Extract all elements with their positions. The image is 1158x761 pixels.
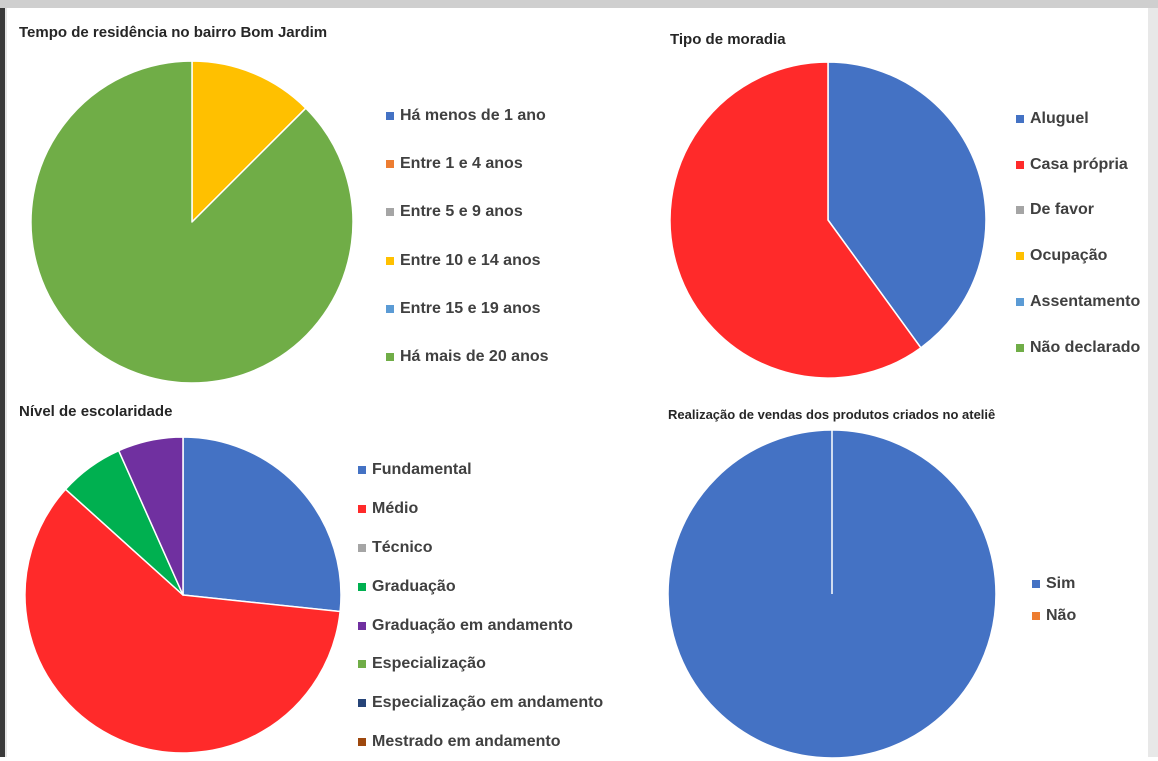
legend-education: Fundamental Médio Técnico Graduação Graduaçã… (358, 451, 603, 761)
pie-slice-medio (24, 488, 341, 754)
legend-item: Sim (1032, 568, 1076, 600)
legend-item: Entre 1 e 4 anos (386, 140, 549, 188)
legend-swatch (1016, 298, 1024, 307)
legend-swatch (358, 505, 366, 514)
legend-swatch (386, 208, 394, 217)
legend-residence-time: Há menos de 1 ano Entre 1 e 4 anos Entre 5… (386, 92, 549, 381)
legend-label: Entre 10 e 14 anos (400, 251, 541, 269)
pie-slice-graduacao-em-andamento (117, 436, 184, 596)
legend-label: Há menos de 1 ano (400, 107, 546, 125)
window-top-border (0, 0, 1158, 8)
legend-swatch (358, 660, 366, 669)
legend-swatch (358, 737, 366, 746)
legend-swatch (1016, 114, 1024, 123)
pie-slice-ha-mais-de-20-anos (30, 60, 354, 384)
legend-item: Especialização (358, 645, 603, 684)
legend-label: Especialização (372, 655, 486, 673)
chart-title-residence-time: Tempo de residência no bairro Bom Jardim (19, 24, 328, 41)
chart-title-sales: Realização de vendas dos produtos criado… (668, 407, 996, 422)
legend-label: Especialização em andamento (372, 694, 604, 712)
legend-item: De favor (1016, 188, 1140, 234)
legend-swatch (386, 112, 394, 121)
legend-label: Casa própria (1030, 155, 1128, 173)
window-right-border (1148, 8, 1158, 757)
legend-swatch (1032, 612, 1040, 620)
pie-slice-fundamental (182, 436, 342, 613)
legend-label: Assentamento (1030, 293, 1141, 311)
legend-label: Não declarado (1030, 338, 1141, 356)
legend-label: Sim (1046, 575, 1076, 592)
legend-housing-type: Aluguel Casa própria De favor Ocupação Assen… (1016, 96, 1140, 371)
legend-item: Técnico (358, 529, 603, 568)
legend-item: Entre 5 e 9 anos (386, 188, 549, 236)
legend-item: Há mais de 20 anos (386, 333, 549, 381)
legend-swatch (386, 353, 394, 362)
legend-swatch (386, 256, 394, 265)
pie-residence-time (30, 60, 354, 384)
window-left-border (0, 8, 5, 757)
legend-swatch (386, 304, 394, 313)
pie-sales (667, 429, 997, 759)
legend-item: Mestrado em andamento (358, 723, 603, 761)
pie-slice-entre-10-e-14-anos (191, 60, 307, 223)
window-left-border-inner (5, 8, 7, 757)
legend-swatch (1016, 343, 1024, 352)
legend-item: Médio (358, 490, 603, 529)
pie-housing-type (669, 61, 987, 379)
chart-title-housing-type: Tipo de moradia (670, 31, 786, 48)
legend-item: Há menos de 1 ano (386, 92, 549, 140)
legend-swatch (1016, 252, 1024, 261)
legend-item: Graduação em andamento (358, 606, 603, 645)
legend-label: Entre 1 e 4 anos (400, 155, 523, 173)
legend-swatch (358, 466, 366, 475)
legend-label: Graduação em andamento (372, 616, 573, 634)
legend-swatch (358, 543, 366, 552)
legend-label: Mestrado em andamento (372, 732, 561, 750)
legend-item: Ocupação (1016, 233, 1140, 279)
legend-item: Entre 15 e 19 anos (386, 285, 549, 333)
legend-label: Fundamental (372, 461, 472, 479)
legend-label: Ocupação (1030, 247, 1108, 265)
legend-label: Não (1046, 607, 1077, 624)
pie-education (24, 436, 342, 754)
legend-item: Casa própria (1016, 142, 1140, 188)
legend-swatch (358, 699, 366, 708)
legend-swatch (358, 621, 366, 630)
pie-slice-aluguel (827, 61, 987, 349)
legend-item: Especialização em andamento (358, 684, 603, 723)
legend-swatch (386, 160, 394, 169)
chart-title-education: Nível de escolaridade (19, 403, 173, 420)
legend-label: Médio (372, 500, 419, 518)
legend-item: Não (1032, 600, 1076, 632)
legend-item: Assentamento (1016, 279, 1140, 325)
legend-item: Aluguel (1016, 96, 1140, 142)
legend-item: Graduação (358, 567, 603, 606)
legend-swatch (1016, 206, 1024, 215)
legend-swatch (1016, 160, 1024, 169)
legend-sales: Sim Não (1032, 568, 1076, 632)
legend-item: Fundamental (358, 451, 603, 490)
legend-label: Há mais de 20 anos (400, 348, 549, 366)
legend-item: Não declarado (1016, 325, 1140, 371)
pie-slice-casa-propria (669, 61, 922, 379)
legend-label: Entre 5 e 9 anos (400, 203, 523, 221)
legend-label: Entre 15 e 19 anos (400, 299, 541, 317)
legend-label: Aluguel (1030, 109, 1089, 127)
legend-swatch (1032, 580, 1040, 588)
legend-swatch (358, 582, 366, 591)
legend-label: Técnico (372, 538, 433, 556)
legend-label: Graduação (372, 577, 456, 595)
legend-label: De favor (1030, 201, 1095, 219)
legend-item: Entre 10 e 14 anos (386, 237, 549, 285)
